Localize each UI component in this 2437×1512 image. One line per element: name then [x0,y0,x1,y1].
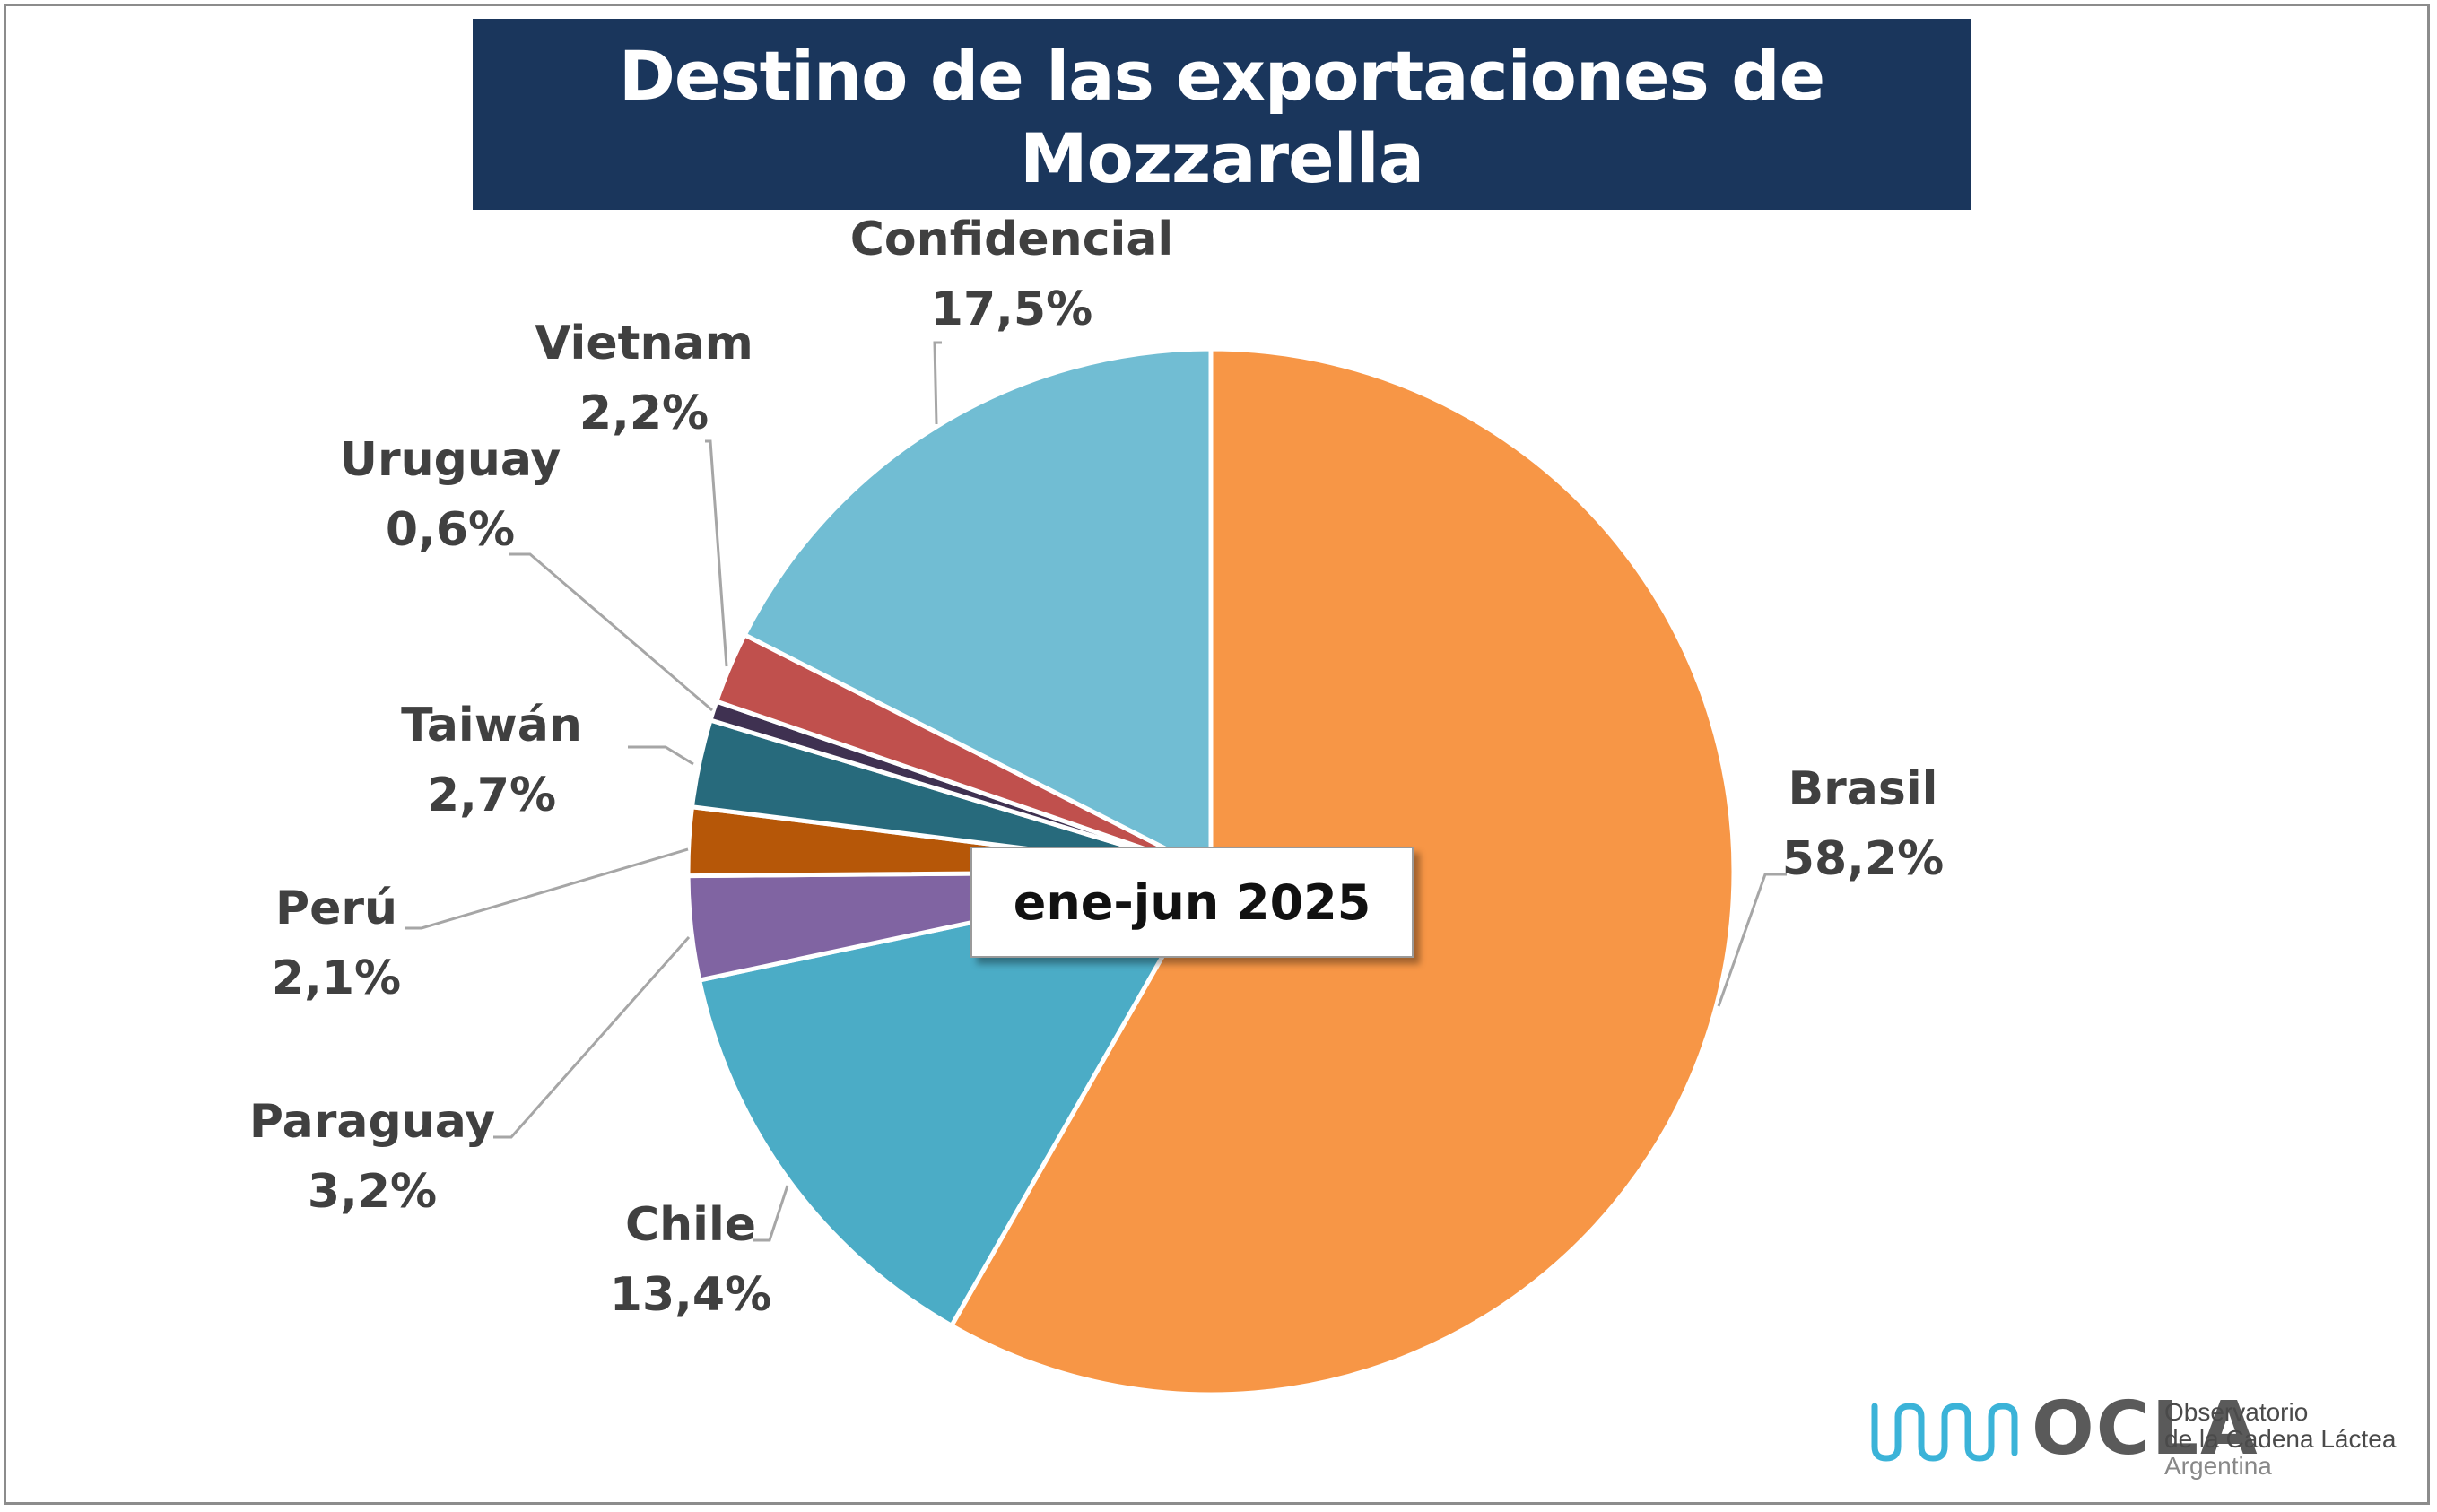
slice-label-taiwan: Taiwán [401,699,582,752]
slice-value-paraguay: 3,2% [308,1165,437,1219]
pie-slice-confidencial [742,346,1214,874]
slice-value-chile: 13,4% [610,1268,771,1322]
period-annotation: ene-jun 2025 [970,847,1414,958]
slice-label-vietnam: Vietnam [535,317,753,370]
slice-value-taiwan: 2,7% [427,769,556,822]
pie-slice-chile [697,869,1214,1328]
slice-label-chile: Chile [625,1198,756,1252]
leader-line-confidencial [933,341,942,425]
leader-line-chile [753,1185,789,1242]
slice-label-brasil: Brasil [1789,762,1938,816]
slice-value-brasil: 58,2% [1782,832,1944,886]
leader-line-vietnam [705,439,728,667]
logo-name: OCLA [2032,1386,2259,1472]
leader-line-paraguay [493,936,691,1139]
chart-subtitle: (en toneladas) [1015,204,1428,263]
chart-title: Destino de las exportaciones de Mozzarel… [618,36,1825,198]
slice-label-uruguay: Uruguay [340,433,561,487]
ocla-logo: OCLA Observatorio de la Cadena Láctea Ar… [1870,1381,2408,1489]
leader-line-taiwan [628,745,694,766]
logo-line-3: Argentina [2164,1452,2272,1480]
logo-line-1: Observatorio [2164,1398,2309,1426]
leader-line-peru [405,847,689,930]
wave-icon [1871,1403,2018,1462]
leader-line-brasil [1717,873,1787,1007]
slice-value-uruguay: 0,6% [386,503,515,557]
slice-value-confidencial: 17,5% [931,282,1092,336]
leader-line-uruguay [509,552,713,712]
slice-value-vietnam: 2,2% [579,387,709,440]
slice-label-peru: Perú [275,882,397,935]
slice-value-peru: 2,1% [272,952,401,1005]
logo-subtitle: Observatorio de la Cadena Láctea Argenti… [2164,1399,2396,1480]
title-banner: Destino de las exportaciones de Mozzarel… [473,19,1971,263]
wave-icon-path [1871,1403,2018,1462]
slice-label-paraguay: Paraguay [249,1095,495,1149]
logo-line-2: de la Cadena Láctea [2164,1425,2397,1453]
slice-label-confidencial: Confidencial [850,213,1174,266]
